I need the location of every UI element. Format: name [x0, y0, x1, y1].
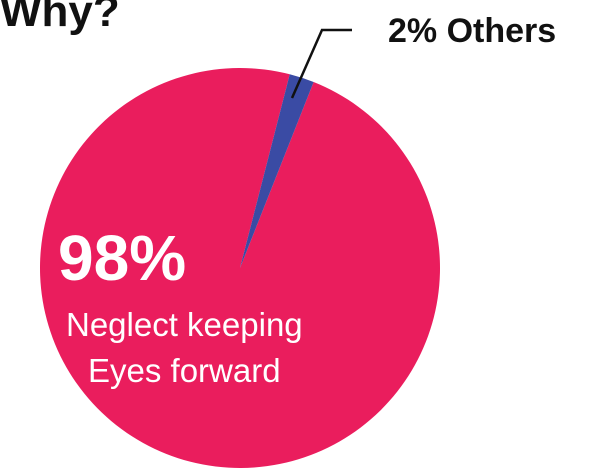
chart-title: Why?	[0, 0, 120, 36]
callout-label-others: 2% Others	[388, 12, 556, 50]
slice-label-main-line2: Eyes forward	[88, 352, 281, 389]
slice-percent-main: 98%	[58, 222, 186, 294]
pie-slice-neglect-eyes-forward	[40, 68, 441, 468]
pie-slice-others	[240, 74, 314, 268]
pie-slices	[40, 68, 441, 468]
callout-leader-line	[290, 28, 352, 99]
slice-label-main-line1: Neglect keeping	[66, 306, 303, 343]
